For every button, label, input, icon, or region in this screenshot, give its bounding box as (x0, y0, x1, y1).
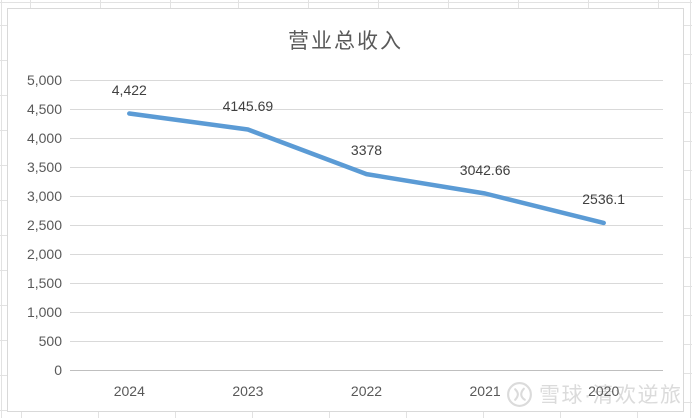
chart-area[interactable] (7, 8, 684, 412)
y-axis-tick-label: 4,500 (26, 101, 62, 117)
chart-title[interactable]: 营业总收入 (288, 30, 403, 53)
y-axis-tick-label: 500 (38, 333, 62, 349)
data-point-label: 4,422 (111, 81, 147, 98)
y-axis-tick-label: 0 (54, 362, 62, 378)
y-axis-tick-label: 1,000 (26, 304, 62, 320)
x-axis-tick-label: 2020 (588, 383, 620, 399)
data-point-label: 4145.69 (222, 97, 274, 114)
x-axis-tick-label: 2023 (232, 383, 264, 399)
x-axis-tick-label: 2024 (113, 383, 145, 399)
data-point-label: 2536.1 (582, 190, 626, 207)
y-axis-tick-label: 2,000 (26, 246, 62, 262)
data-point-label: 3378 (350, 142, 383, 159)
y-axis-tick-label: 4,000 (26, 130, 62, 146)
y-axis-tick-label: 5,000 (26, 72, 62, 88)
y-axis-tick-label: 3,000 (26, 188, 62, 204)
y-axis-tick-label: 2,500 (26, 217, 62, 233)
revenue-line-series[interactable] (127, 111, 606, 226)
data-point-label: 3042.66 (459, 161, 511, 178)
x-axis-tick-label: 2021 (469, 383, 501, 399)
y-axis-tick-label: 3,500 (26, 159, 62, 175)
x-axis-tick-label: 2022 (350, 383, 383, 399)
y-axis-tick-label: 1,500 (26, 275, 62, 291)
